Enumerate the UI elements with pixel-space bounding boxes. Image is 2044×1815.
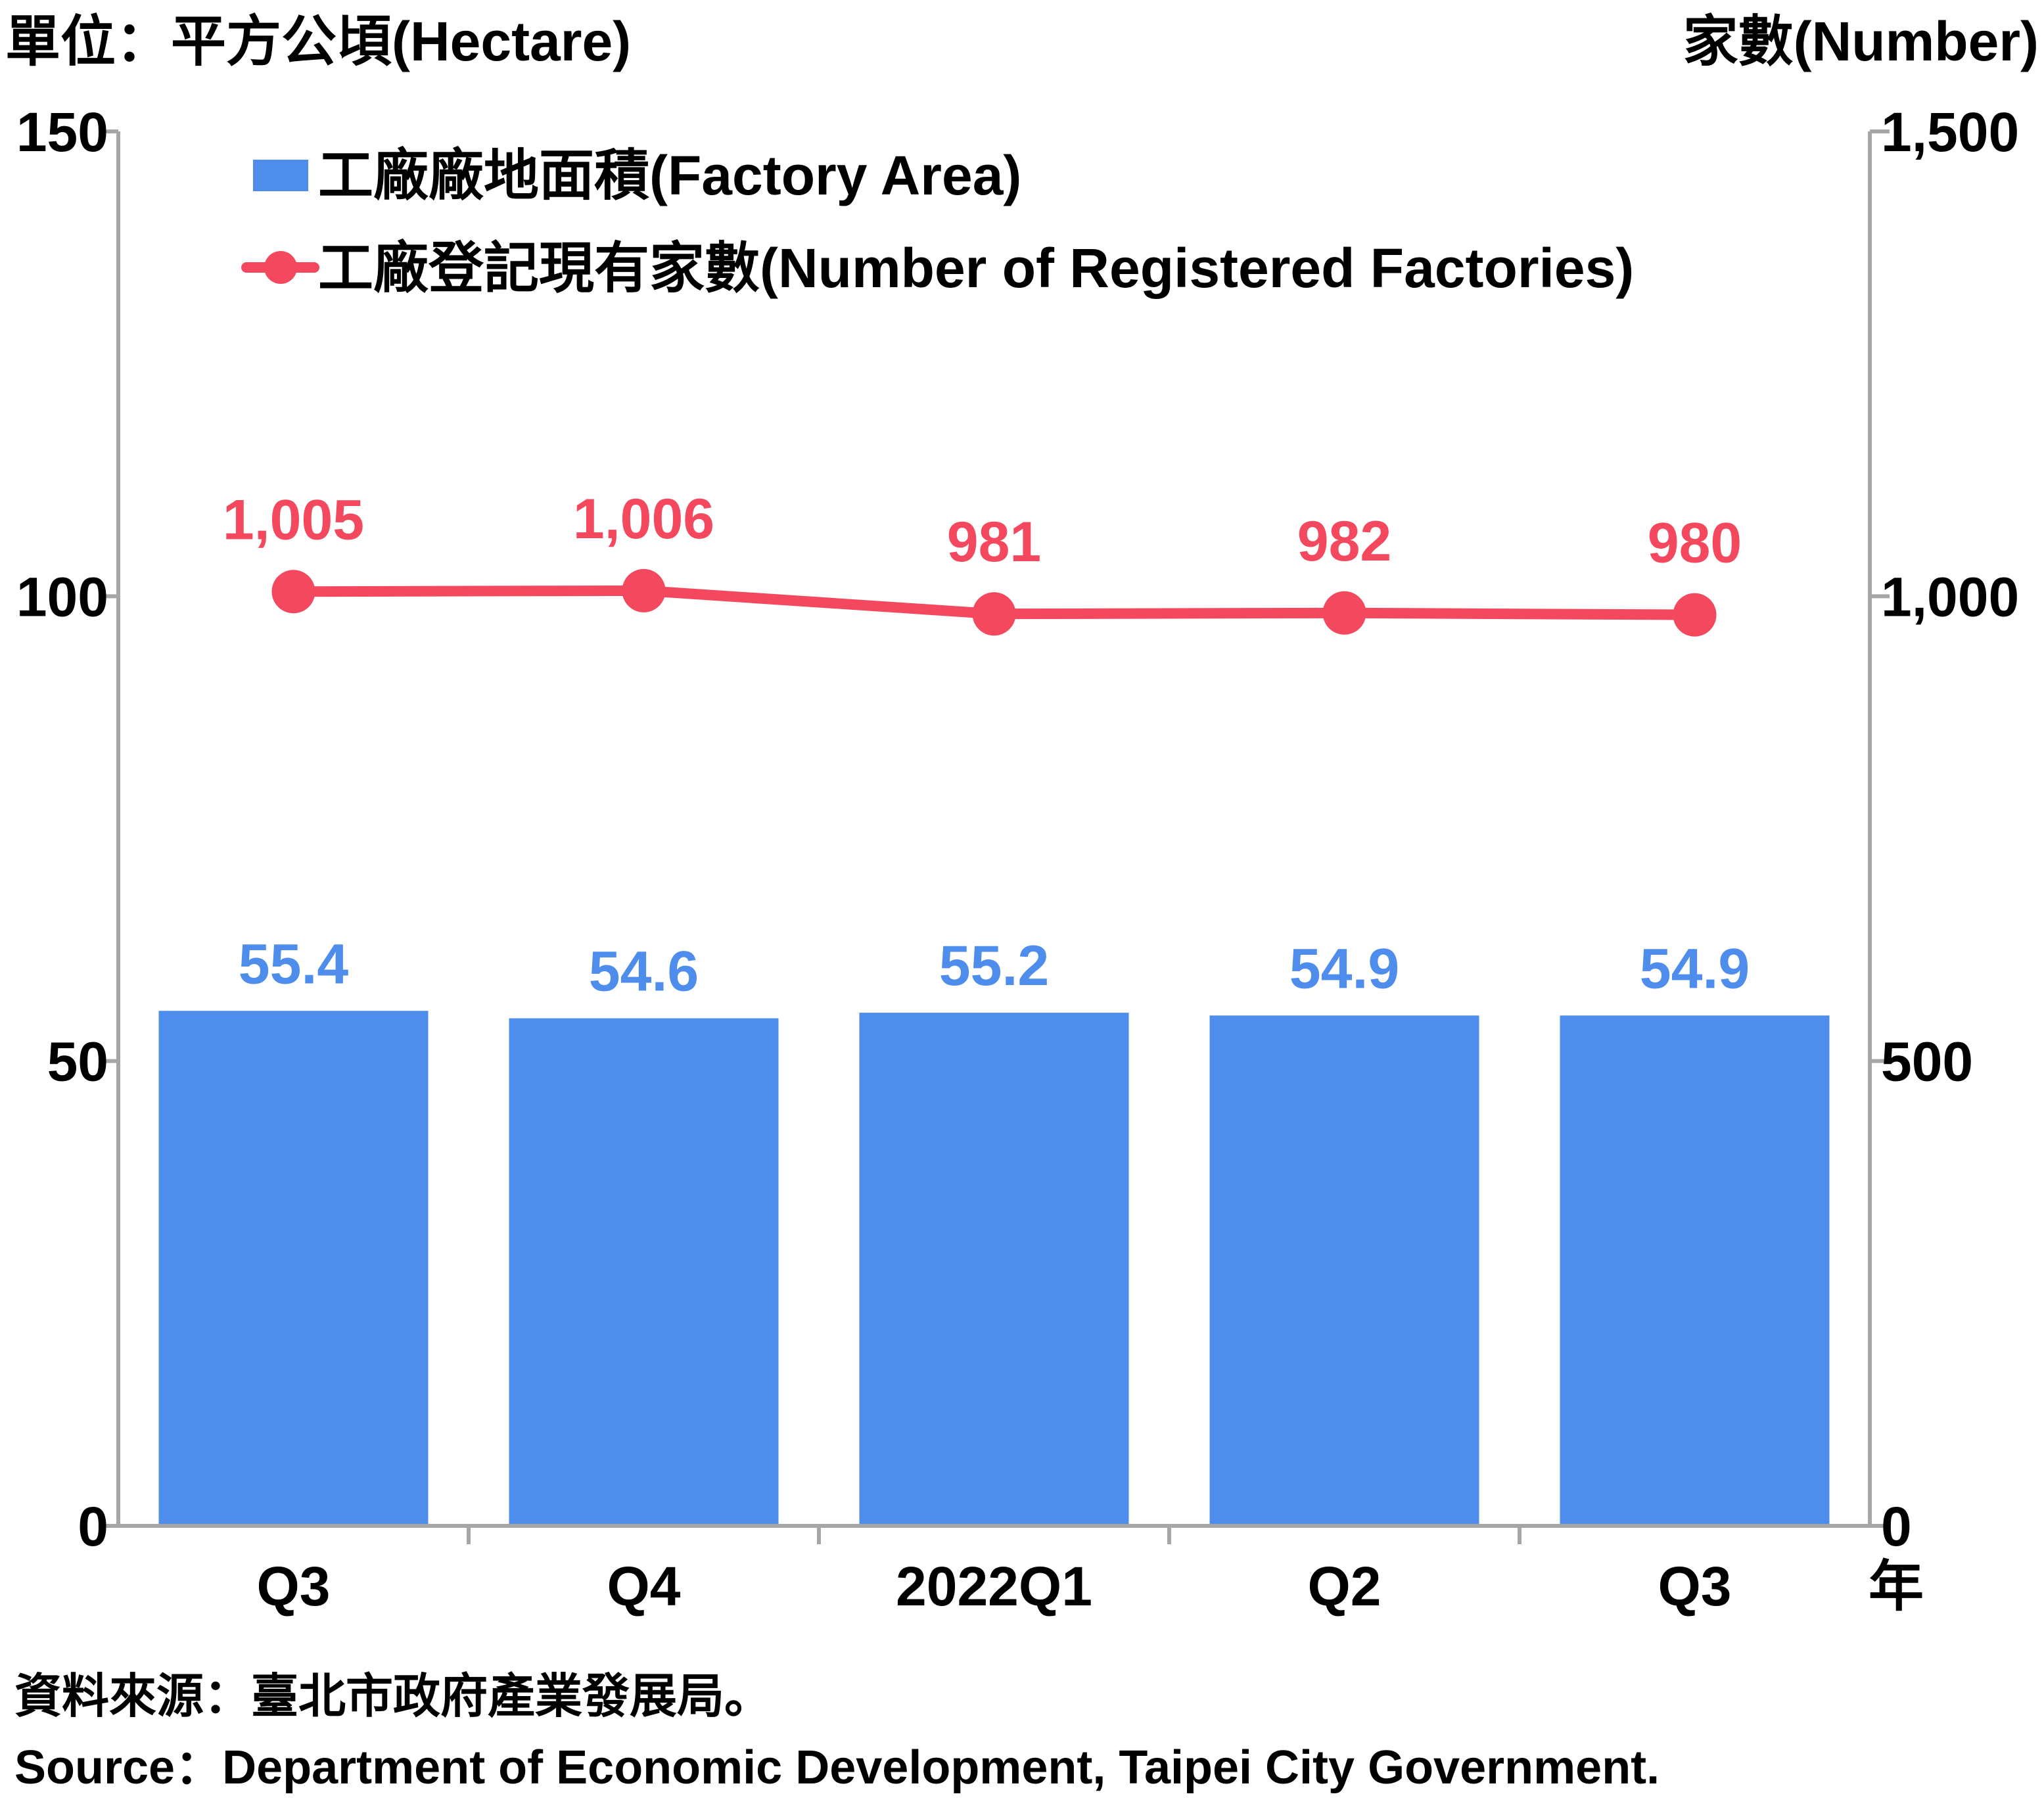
- line-data-labels: 1,005 1,006 981 982 980: [223, 488, 1742, 575]
- bar-value-label: 54.9: [1640, 937, 1750, 1000]
- line-point: [1673, 593, 1717, 637]
- source-zh: 資料來源：臺北市政府產業發展局。: [14, 1670, 772, 1723]
- left-tick-label: 100: [16, 566, 108, 628]
- right-tick-label: 0: [1881, 1496, 1912, 1557]
- line-value-label: 981: [947, 511, 1042, 574]
- line-value-label: 982: [1297, 510, 1392, 573]
- legend-bar-swatch: [253, 160, 308, 191]
- line-point: [972, 592, 1016, 636]
- right-axis-ticks: 0 500 1,000 1,500: [1870, 101, 2019, 1557]
- x-axis-ticks: [467, 1526, 1521, 1544]
- bar: [859, 1013, 1129, 1524]
- x-axis-suffix: 年: [1869, 1555, 1924, 1617]
- legend: 工廠廠地面積(Factory Area) 工廠登記現有家數(Number of …: [241, 145, 1634, 299]
- x-category-label: Q4: [607, 1555, 680, 1617]
- left-tick-label: 0: [78, 1496, 108, 1557]
- right-tick-label: 500: [1881, 1031, 1973, 1093]
- x-category-label: Q3: [1658, 1555, 1731, 1617]
- x-category-label: Q3: [256, 1555, 330, 1617]
- left-tick-label: 150: [16, 101, 108, 163]
- bar-value-label: 54.9: [1289, 937, 1399, 1000]
- line-series: [271, 568, 1717, 637]
- bar: [1560, 1015, 1830, 1524]
- line-value-label: 1,005: [223, 488, 364, 551]
- left-axis-unit: 單位：平方公頃(Hectare): [5, 11, 631, 72]
- bar-value-label: 55.4: [239, 932, 349, 996]
- source-en: Source：Department of Economic Developmen…: [14, 1741, 1660, 1794]
- bar: [158, 1011, 429, 1524]
- bar-data-labels: 55.4 54.6 55.2 54.9 54.9: [239, 932, 1750, 1003]
- left-tick-label: 50: [47, 1031, 108, 1093]
- bar-value-label: 54.6: [589, 940, 699, 1003]
- x-category-label: Q2: [1307, 1555, 1381, 1617]
- bar: [1209, 1015, 1479, 1524]
- left-axis-ticks: 0 50 100 150: [16, 101, 118, 1557]
- line-point: [1322, 591, 1366, 635]
- bar-value-label: 55.2: [939, 934, 1049, 998]
- x-axis-labels: Q3 Q4 2022Q1 Q2 Q3: [256, 1555, 1731, 1617]
- line-value-label: 1,006: [573, 488, 714, 551]
- x-category-label: 2022Q1: [896, 1555, 1092, 1617]
- line-value-label: 980: [1648, 512, 1742, 575]
- right-tick-label: 1,500: [1881, 101, 2019, 163]
- legend-bar-label: 工廠廠地面積(Factory Area): [318, 145, 1021, 206]
- bar: [509, 1018, 779, 1524]
- line-point: [622, 568, 666, 612]
- legend-line-marker: [264, 251, 297, 284]
- line-point: [271, 570, 315, 614]
- right-axis-unit: 家數(Number): [1683, 11, 2039, 72]
- right-tick-label: 1,000: [1881, 566, 2019, 628]
- legend-line-label: 工廠登記現有家數(Number of Registered Factories): [318, 237, 1634, 299]
- bar-series: [158, 1011, 1830, 1524]
